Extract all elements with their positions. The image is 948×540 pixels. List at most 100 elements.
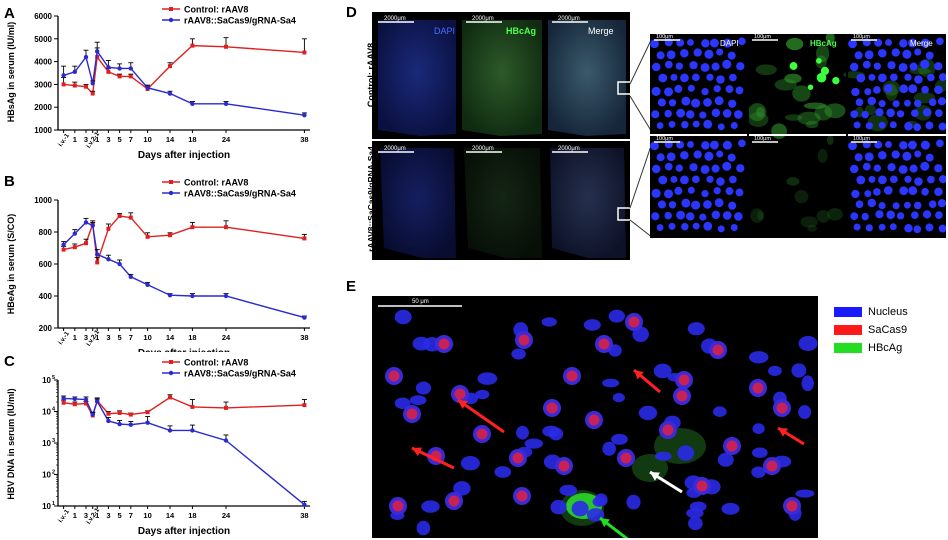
hbcag-signal [824,103,846,119]
x-tick-label: 10 [143,333,151,342]
nucleus [654,451,672,461]
nucleus [891,150,900,159]
nucleus [914,150,922,158]
nucleus [651,212,660,221]
nucleus [878,202,886,210]
nucleus [920,161,930,171]
sacas9-arrow-head [778,428,788,437]
nucleus [681,222,689,231]
hbcag-bright [807,84,814,90]
y-tick-label: 10 [42,471,51,480]
tissue-treated-merge [550,148,626,258]
hbcag-signal [784,73,802,84]
data-point [190,428,195,433]
data-point [106,65,111,70]
nucleus [664,109,672,118]
nucleus [921,187,929,196]
data-point [83,220,89,225]
y-tick-label: 10 [42,376,51,385]
tissue-treated-hbcag [464,148,542,258]
nucleus [887,163,896,172]
nucleus [795,489,815,498]
x-tick-label: 7 [129,333,133,342]
data-point [117,261,122,267]
nucleus [687,186,695,194]
nucleus [676,210,686,220]
nucleus [878,48,887,58]
zoom-box-control [617,81,630,95]
zoom-connectors [629,35,654,239]
hbcag-signal [816,44,830,63]
hbcag-signal [786,37,804,51]
data-point [95,252,100,257]
nucleus [922,210,932,219]
nucleus [938,73,946,82]
nucleus [717,225,725,233]
nucleus [680,175,689,185]
nucleus [704,49,714,59]
x-tick-label: 1 [95,333,99,342]
nucleus [664,60,673,69]
nucleus [850,62,859,72]
nucleus [850,164,859,174]
nucleus [689,163,698,172]
x-axis-label: Days after injection [138,526,230,537]
nucleus [885,39,892,46]
data-point [90,412,95,417]
nucleus [873,188,881,196]
x-tick-label: 5 [118,511,122,520]
nucleus [848,39,857,49]
data-point [128,215,133,220]
nucleus [716,177,725,186]
hbcag-arrow-head [600,518,610,528]
nucleus [899,84,909,94]
panel-letter-b: B [4,173,15,190]
nucleus [651,188,661,199]
confocal-svg: 50 μm [372,296,818,538]
x-tick-label: 5 [118,333,122,342]
nucleus [681,96,691,106]
sacas9-signal [628,316,640,328]
nucleus [934,164,943,173]
y-tick-label: 3000 [34,80,52,89]
legend-swatch [834,307,862,317]
nucleus [687,84,695,92]
nucleus [716,75,725,84]
legend-item: HBcAg [834,342,908,354]
nucleus [650,141,659,151]
nucleus [608,309,626,323]
nucleus [850,212,859,221]
nucleus [712,406,727,417]
nucleus [913,99,922,108]
col-label-dapi-zoom: DAPI [720,39,739,48]
nucleus [856,175,866,185]
x-tick-label: 3 [106,135,110,144]
y-tick-exponent: 4 [52,407,56,413]
hbcag-bright [789,62,798,70]
sacas9-signal [406,408,418,420]
legend-marker [168,370,174,376]
nucleus [656,122,664,129]
nucleus [729,175,737,184]
nucleus [727,153,736,162]
legend-marker [168,190,174,196]
nucleus [892,100,900,108]
nucleus [850,110,859,119]
nucleus [727,51,736,60]
nucleus [664,189,674,199]
panel-letter-c: C [4,353,15,370]
data-point [61,247,66,252]
col-label-merge: Merge [588,26,614,36]
nucleus [902,151,912,161]
nucleus [709,140,719,150]
nucleus [868,73,876,81]
nucleus [415,381,432,395]
nucleus [670,73,678,81]
panel-letter-d: D [346,4,357,21]
nucleus [736,62,745,71]
nucleus [692,175,700,184]
nucleus [704,151,714,161]
nucleus [902,49,912,59]
nucleus [920,38,930,48]
nucleus [703,98,712,107]
